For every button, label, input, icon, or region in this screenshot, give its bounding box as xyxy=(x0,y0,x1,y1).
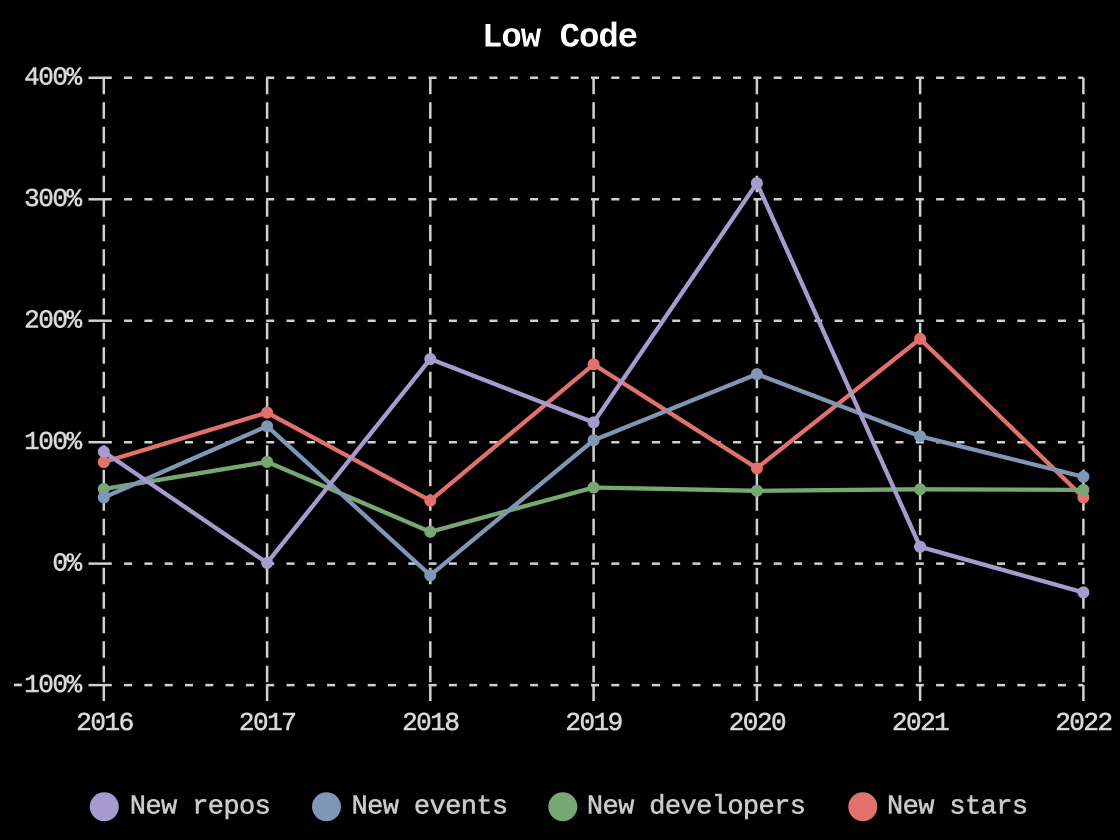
svg-text:New repos: New repos xyxy=(130,792,270,822)
svg-text:New developers: New developers xyxy=(587,792,805,822)
svg-text:2021: 2021 xyxy=(892,708,949,738)
svg-text:2020: 2020 xyxy=(729,708,785,738)
svg-text:2022: 2022 xyxy=(1055,708,1111,738)
svg-text:0%: 0% xyxy=(52,549,82,579)
svg-text:-100%: -100% xyxy=(10,670,82,700)
svg-text:New events: New events xyxy=(352,792,508,822)
svg-text:100%: 100% xyxy=(24,427,82,457)
svg-text:New stars: New stars xyxy=(887,792,1027,822)
svg-text:300%: 300% xyxy=(24,184,82,214)
svg-text:200%: 200% xyxy=(24,306,82,336)
svg-text:2018: 2018 xyxy=(402,708,458,738)
svg-text:2017: 2017 xyxy=(239,708,295,738)
svg-text:Low Code: Low Code xyxy=(482,20,637,58)
svg-text:2016: 2016 xyxy=(76,708,132,738)
svg-text:2019: 2019 xyxy=(565,708,621,738)
svg-text:400%: 400% xyxy=(24,63,82,93)
